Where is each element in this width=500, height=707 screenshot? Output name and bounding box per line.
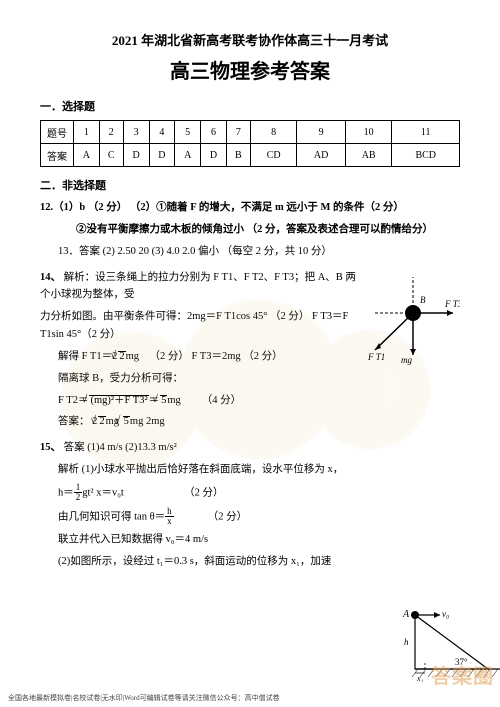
q14-block: 14、 解析：设三条绳上的拉力分别为 F T1、F T2、F T3；把 A、B … xyxy=(40,265,460,436)
section1-heading: 一．选择题 xyxy=(40,98,460,114)
cell: 8 xyxy=(250,121,297,144)
q14-t3b: （2 分） F T3＝2mg （2 分） xyxy=(150,351,283,362)
q15-head: 15、 xyxy=(40,442,61,453)
sqrt5b: 5 xyxy=(123,416,130,428)
q14-t4: 隔离球 B，受力分析可得： xyxy=(58,370,357,388)
force-diagram-icon: F T1 F T3 mg B xyxy=(365,265,460,365)
q15-t1: 解析 (1)小球水平抛出后恰好落在斜面底端，设水平位移为 x， xyxy=(58,461,460,479)
q14-head: 14、 xyxy=(40,272,61,283)
title-line2: 高三物理参考答案 xyxy=(40,55,460,84)
cell: D xyxy=(149,144,175,167)
q15-ans: 答案 (1)4 m/s (2)13.3 m/s² xyxy=(64,442,177,453)
brand-watermark: 答案圈 xyxy=(431,660,494,689)
cell: 2 xyxy=(99,121,123,144)
cell: D xyxy=(201,144,227,167)
table-row: 答案 A C D D A D B CD AD AB BCD xyxy=(41,144,460,167)
q14-ans: 答案： 22mg 5mg 2mg xyxy=(58,413,357,431)
q14-text: 14、 解析：设三条绳上的拉力分别为 F T1、F T2、F T3；把 A、B … xyxy=(40,265,357,436)
cell: B xyxy=(226,144,250,167)
row-label-q: 题号 xyxy=(41,121,74,144)
q15-eq1: h＝12gt² x＝v₀t （2 分） xyxy=(58,483,460,503)
q14-figure: F T1 F T3 mg B xyxy=(365,265,460,365)
cell: C xyxy=(99,144,123,167)
q14-l1: 14、 解析：设三条绳上的拉力分别为 F T1、F T2、F T3；把 A、B … xyxy=(40,269,357,305)
q14-t5c: mg xyxy=(167,395,180,406)
cell: 10 xyxy=(345,121,392,144)
q15-eq1b: gt² x＝v₀t xyxy=(82,487,124,498)
row-label-a: 答案 xyxy=(41,144,74,167)
cell: 1 xyxy=(74,121,100,144)
q14-t3a-tail: mg xyxy=(126,351,139,362)
lbl-A: A xyxy=(402,609,410,620)
lbl-ft3: F T3 xyxy=(444,299,460,309)
q15-t2txt: 由几何知识可得 tan θ＝ xyxy=(58,511,165,522)
cell: 5 xyxy=(175,121,201,144)
cell: BCD xyxy=(392,144,460,167)
q15-t2pt: （2 分） xyxy=(208,511,247,522)
lbl-ft1: F T1 xyxy=(367,352,385,362)
page-root: 2021 年湖北省新高考联考协作体高三十一月考试 高三物理参考答案 一．选择题 … xyxy=(0,0,500,707)
lbl-v0: v₀ xyxy=(442,609,449,619)
q14-t5d: （4 分） xyxy=(202,395,241,406)
q15-t4: (2)如图所示，设经过 t₁＝0.3 s，斜面运动的位移为 x₁，加速 xyxy=(58,553,460,571)
q15-t2: 由几何知识可得 tan θ＝hx （2 分） xyxy=(58,507,460,527)
cell: A xyxy=(74,144,100,167)
cell: D xyxy=(123,144,149,167)
cell: CD xyxy=(250,144,297,167)
q15-head-line: 15、 答案 (1)4 m/s (2)13.3 m/s² xyxy=(40,439,460,457)
q14-t1: 解析：设三条绳上的拉力分别为 F T1、F T2、F T3；把 A、B 两个小球… xyxy=(40,272,356,301)
cell: A xyxy=(175,144,201,167)
lbl-h: h xyxy=(404,637,409,647)
answer-table: 题号 1 2 3 4 5 6 7 8 9 10 11 答案 A C D D A … xyxy=(40,120,460,167)
q14-t3a: 解得 F T1＝2 xyxy=(58,351,117,362)
q12-line2: ②没有平衡摩擦力或木板的倾角过小 （2 分，答案及表述合理可以酌情给分） xyxy=(76,221,460,239)
q12-line1: 12.（1）b （2 分） （2）①随着 F 的增大，不满足 m 远小于 M 的… xyxy=(40,199,460,217)
q14-t5: F T2＝(mg)²＋F T3²＝5mg （4 分） xyxy=(58,392,357,410)
sqrt2b: 2 xyxy=(98,416,105,428)
sqrt5: 5 xyxy=(160,395,167,407)
q15-t3: 联立并代入已知数据得 v₀＝4 m/s xyxy=(58,531,460,549)
cell: AD xyxy=(297,144,345,167)
cell: 3 xyxy=(123,121,149,144)
q13-line: 13．答案 (2) 2.50 20 (3) 4.0 2.0 偏小 （每空 2 分… xyxy=(58,243,460,261)
q14-t2: 力分析如图。由平衡条件可得：2mg＝F T1cos 45° （2 分） F T3… xyxy=(40,308,357,344)
lbl-x1: x₁ xyxy=(416,674,424,682)
cell: 4 xyxy=(149,121,175,144)
q14-t3: 解得 F T1＝22mg （2 分） F T3＝2mg （2 分） xyxy=(58,348,357,366)
sqrt2: 2 xyxy=(118,351,125,363)
table-row: 题号 1 2 3 4 5 6 7 8 9 10 11 xyxy=(41,121,460,144)
cell: AB xyxy=(345,144,392,167)
q15-eq1pt: （2 分） xyxy=(184,487,223,498)
title-line1: 2021 年湖北省新高考联考协作体高三十一月考试 xyxy=(40,30,460,49)
q15-eq1a: h＝ xyxy=(58,487,74,498)
cell: 6 xyxy=(201,121,227,144)
cell: 9 xyxy=(297,121,345,144)
cell: 7 xyxy=(226,121,250,144)
footer-note: 全国各地最新模拟卷|名校试卷|无水印|Word可编辑试卷等请关注微信公众号：高中… xyxy=(8,693,280,703)
lbl-mg: mg xyxy=(401,355,412,365)
section2-heading: 二．非选择题 xyxy=(40,177,460,193)
lbl-b: B xyxy=(420,295,426,305)
q14-ans-m2: mg 2mg xyxy=(130,416,165,427)
cell: 11 xyxy=(392,121,460,144)
sqrt-root: (mg)²＋F T3² xyxy=(89,395,148,407)
